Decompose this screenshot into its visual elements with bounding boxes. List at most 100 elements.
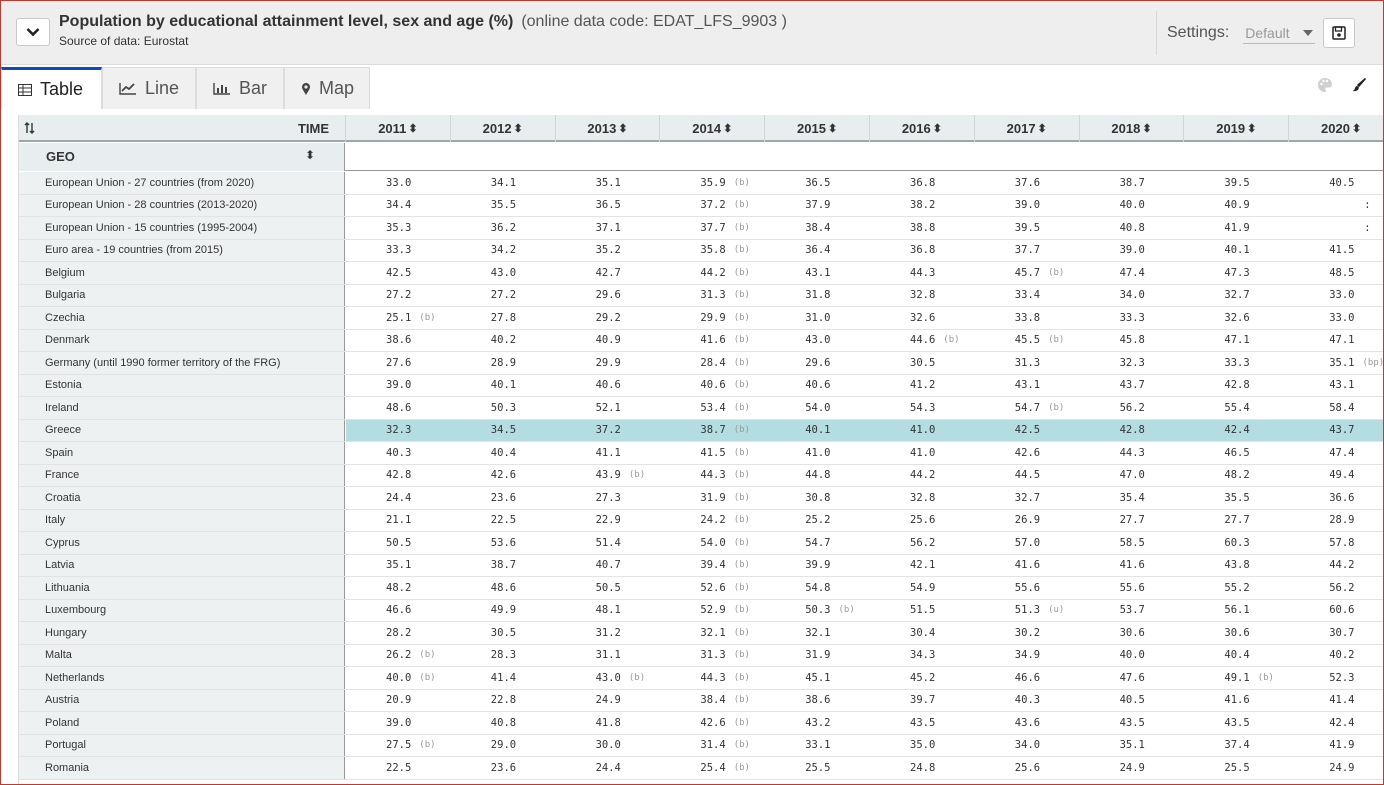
table-cell[interactable]: 54.8 bbox=[805, 577, 830, 599]
table-cell[interactable]: 27.2 bbox=[491, 285, 516, 307]
table-cell[interactable]: 31.0 bbox=[805, 307, 830, 329]
table-cell[interactable]: 54.3 bbox=[910, 397, 935, 419]
table-cell[interactable]: 35.5 bbox=[491, 195, 516, 217]
table-cell[interactable]: 42.5 bbox=[1015, 420, 1040, 442]
table-cell[interactable]: 38.6 bbox=[386, 330, 411, 352]
geo-dimension-header[interactable]: GEO ⬍ bbox=[19, 143, 345, 171]
table-cell[interactable]: 41.2 bbox=[910, 375, 935, 397]
collapse-button[interactable] bbox=[16, 18, 50, 46]
table-cell[interactable]: 42.8 bbox=[1224, 375, 1249, 397]
table-cell[interactable]: 38.7 bbox=[491, 555, 516, 577]
table-cell[interactable]: 46.6 bbox=[386, 600, 411, 622]
table-cell[interactable]: 35.8 (b) bbox=[700, 240, 750, 262]
year-column-header[interactable]: 2015 ⬍ bbox=[764, 115, 869, 142]
table-cell[interactable]: 40.0 (b) bbox=[386, 667, 436, 689]
table-cell[interactable]: 44.2 bbox=[910, 465, 935, 487]
table-cell[interactable]: 34.0 bbox=[1015, 735, 1040, 757]
table-cell[interactable]: 43.8 bbox=[1224, 555, 1249, 577]
table-cell[interactable]: 41.1 bbox=[596, 442, 621, 464]
table-cell[interactable]: 45.7 (b) bbox=[1015, 262, 1065, 284]
palette-icon[interactable] bbox=[1317, 77, 1333, 93]
table-cell[interactable]: 52.9 (b) bbox=[700, 600, 750, 622]
table-cell[interactable]: 55.6 bbox=[1120, 577, 1145, 599]
table-row[interactable]: Croatia 24.4 23.6 27.3 31.9 (b) 30.8 32.8 32.7 35… bbox=[19, 487, 1383, 510]
brush-icon[interactable] bbox=[1351, 77, 1367, 93]
table-cell[interactable]: 39.9 bbox=[805, 555, 830, 577]
table-cell[interactable]: 47.1 bbox=[1329, 330, 1354, 352]
table-cell[interactable]: 24.4 bbox=[386, 487, 411, 509]
table-cell[interactable]: 40.3 bbox=[1015, 690, 1040, 712]
table-cell[interactable]: 41.9 bbox=[1224, 217, 1249, 239]
table-cell[interactable]: 51.3 (u) bbox=[1015, 600, 1065, 622]
table-cell[interactable]: 33.8 bbox=[1015, 307, 1040, 329]
table-cell[interactable]: 24.2 (b) bbox=[700, 510, 750, 532]
table-cell[interactable]: 50.3 (b) bbox=[805, 600, 855, 622]
table-cell[interactable]: 40.5 bbox=[1120, 690, 1145, 712]
table-cell[interactable]: 29.0 bbox=[491, 735, 516, 757]
table-cell[interactable]: 51.4 bbox=[596, 532, 621, 554]
year-column-header[interactable]: 2012 ⬍ bbox=[449, 115, 555, 142]
table-cell[interactable]: 33.1 bbox=[805, 735, 830, 757]
table-cell[interactable]: 54.0 bbox=[805, 397, 830, 419]
table-cell[interactable]: 42.6 bbox=[1015, 442, 1040, 464]
table-cell[interactable]: 27.3 bbox=[596, 487, 621, 509]
table-cell[interactable]: 60.3 bbox=[1224, 532, 1249, 554]
table-cell[interactable]: 48.6 bbox=[491, 577, 516, 599]
table-cell[interactable]: 43.5 bbox=[1224, 712, 1249, 734]
table-cell[interactable]: 43.2 bbox=[805, 712, 830, 734]
table-cell[interactable]: 35.1 bbox=[386, 555, 411, 577]
year-column-header[interactable]: 2011 ⬍ bbox=[345, 115, 450, 142]
table-cell[interactable]: 31.3 bbox=[1015, 352, 1040, 374]
table-cell[interactable]: 28.2 bbox=[386, 622, 411, 644]
table-cell[interactable]: 39.5 bbox=[1015, 217, 1040, 239]
table-row[interactable]: Italy 21.1 22.5 22.9 24.2 (b) 25.2 25.6 26.9 27.7… bbox=[19, 509, 1383, 532]
table-cell[interactable]: 42.1 bbox=[910, 555, 935, 577]
table-cell[interactable]: 34.0 bbox=[1120, 285, 1145, 307]
table-cell[interactable]: 41.6 bbox=[1224, 690, 1249, 712]
table-cell[interactable]: 30.8 bbox=[805, 487, 830, 509]
table-cell[interactable]: 40.1 bbox=[1224, 240, 1249, 262]
table-cell[interactable]: 57.8 bbox=[1329, 532, 1354, 554]
table-cell[interactable]: 30.6 bbox=[1120, 622, 1145, 644]
table-cell[interactable]: 41.8 bbox=[596, 712, 621, 734]
table-cell[interactable]: 40.7 bbox=[596, 555, 621, 577]
table-row[interactable]: Austria 20.9 22.8 24.9 38.4 (b) 38.6 39.7 40.3 40… bbox=[19, 689, 1383, 712]
sort-updown-icon[interactable]: ⬍ bbox=[408, 123, 418, 135]
table-cell[interactable]: 34.5 bbox=[491, 420, 516, 442]
table-row[interactable]: Euro area - 19 countries (from 2015) 33.3… bbox=[19, 239, 1383, 262]
table-cell[interactable]: 47.3 bbox=[1224, 262, 1249, 284]
table-cell[interactable]: 31.4 (b) bbox=[700, 735, 750, 757]
table-cell[interactable]: 38.4 bbox=[805, 217, 830, 239]
table-cell[interactable]: 38.8 bbox=[910, 217, 935, 239]
table-cell[interactable]: 23.6 bbox=[491, 487, 516, 509]
table-cell[interactable]: 39.5 bbox=[1224, 172, 1249, 194]
table-cell[interactable]: 31.1 bbox=[596, 645, 621, 667]
table-cell[interactable]: 28.9 bbox=[1329, 510, 1354, 532]
table-row[interactable]: Netherlands 40.0 (b) 41.4 43.0 (b) 44.3 (b) 45.1… bbox=[19, 667, 1383, 690]
table-cell[interactable]: 35.9 (b) bbox=[700, 172, 750, 194]
table-cell[interactable]: 43.0 bbox=[805, 330, 830, 352]
table-row[interactable]: Germany (until 1990 former territory of … bbox=[19, 352, 1383, 375]
table-cell[interactable]: 32.3 bbox=[1120, 352, 1145, 374]
table-row[interactable]: Denmark 38.6 40.2 40.9 41.6 (b) 43.0 44.6 (b) 45.… bbox=[19, 329, 1383, 352]
table-cell[interactable]: 34.9 bbox=[1015, 645, 1040, 667]
table-cell[interactable]: 38.2 bbox=[910, 195, 935, 217]
table-cell[interactable]: 44.3 bbox=[910, 262, 935, 284]
table-row[interactable]: Malta 26.2 (b) 28.3 31.1 31.3 (b) 31.9 34.3 34.9 4… bbox=[19, 644, 1383, 667]
table-cell[interactable]: 40.6 (b) bbox=[700, 375, 750, 397]
table-cell[interactable]: 54.7 (b) bbox=[1015, 397, 1065, 419]
table-cell[interactable]: 38.7 bbox=[1120, 172, 1145, 194]
table-row[interactable]: Estonia 39.0 40.1 40.6 40.6 (b) 40.6 41.2 43.1 43… bbox=[19, 374, 1383, 397]
table-cell[interactable]: 27.7 bbox=[1224, 510, 1249, 532]
sort-updown-icon[interactable]: ⬍ bbox=[1247, 123, 1257, 135]
table-cell[interactable]: 36.4 bbox=[805, 240, 830, 262]
table-cell[interactable]: 20.9 bbox=[386, 690, 411, 712]
table-cell[interactable]: 42.7 bbox=[596, 262, 621, 284]
table-cell[interactable]: 42.6 bbox=[491, 465, 516, 487]
table-cell[interactable]: 30.7 bbox=[1329, 622, 1354, 644]
table-cell[interactable]: 52.6 (b) bbox=[700, 577, 750, 599]
table-cell[interactable]: 43.7 bbox=[1329, 420, 1354, 442]
table-cell[interactable]: 41.6 (b) bbox=[700, 330, 750, 352]
table-cell[interactable]: 43.0 bbox=[491, 262, 516, 284]
table-cell[interactable]: 51.5 bbox=[910, 600, 935, 622]
